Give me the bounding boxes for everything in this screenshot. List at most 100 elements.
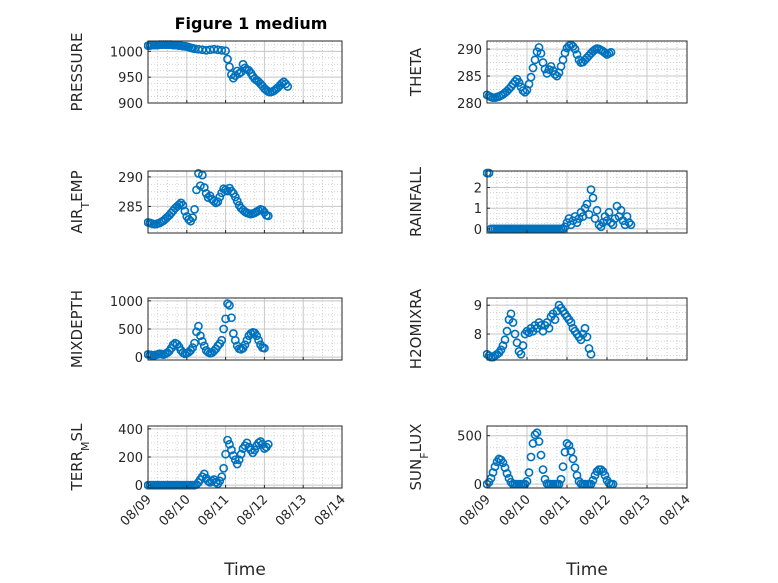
- data-point: [518, 86, 528, 95]
- y-tick-label: 285: [118, 200, 143, 215]
- y-tick-label: 500: [118, 323, 143, 338]
- axes-box: [486, 297, 688, 361]
- y-tick-label: 9: [474, 299, 482, 314]
- data-point: [526, 72, 536, 82]
- x-axis-label: Time: [223, 560, 266, 580]
- data-point: [209, 196, 219, 206]
- data-point: [188, 213, 198, 223]
- data-point: [490, 462, 500, 472]
- data-point: [496, 345, 506, 355]
- data-point: [588, 193, 598, 203]
- data-point: [508, 318, 518, 327]
- y-tick-label: 0: [135, 351, 143, 366]
- data-point: [180, 206, 190, 216]
- data-point: [568, 454, 578, 464]
- data-point: [600, 471, 610, 480]
- y-tick-label: 290: [118, 171, 143, 186]
- data-point: [560, 48, 570, 58]
- data-point: [542, 318, 552, 327]
- data-point: [606, 47, 616, 57]
- data-point: [590, 214, 600, 223]
- data-point: [227, 313, 236, 323]
- y-tick-label: 0: [474, 223, 482, 238]
- data-point: [232, 196, 242, 206]
- data-point: [520, 87, 530, 97]
- data-point: [199, 469, 209, 479]
- data-point: [283, 82, 293, 91]
- data-point: [526, 452, 536, 462]
- data-point: [195, 331, 205, 341]
- data-point: [263, 439, 273, 449]
- data-point: [586, 185, 596, 194]
- axes-box: [486, 170, 688, 234]
- data-point: [584, 344, 594, 353]
- y-tick-label: 500: [457, 430, 482, 445]
- data-point: [570, 44, 580, 54]
- data-point: [236, 449, 246, 459]
- data-point: [582, 332, 592, 342]
- data-point: [259, 343, 269, 353]
- y-axis-label: RAINFALL: [407, 166, 425, 237]
- axes-box: [147, 170, 343, 234]
- data-point: [596, 465, 606, 474]
- data-point: [624, 218, 634, 228]
- data-point: [250, 445, 260, 455]
- data-point: [566, 318, 576, 327]
- data-point: [190, 338, 199, 348]
- data-point: [263, 211, 273, 221]
- data-point: [219, 463, 229, 473]
- data-point: [194, 321, 203, 331]
- data-point: [550, 70, 560, 79]
- data-series: [483, 300, 596, 362]
- data-point: [556, 474, 566, 484]
- data-point: [211, 477, 221, 487]
- data-point: [566, 446, 576, 456]
- data-point: [242, 335, 252, 345]
- data-point: [219, 324, 229, 334]
- x-tick-label: 08/10: [157, 492, 194, 529]
- x-tick-label: 08/14: [312, 492, 349, 529]
- data-point: [522, 476, 532, 486]
- data-point: [524, 328, 534, 338]
- subplot-4: 0 1 2 RAINFALL: [407, 166, 688, 238]
- data-series: [144, 168, 273, 229]
- data-point: [227, 445, 236, 455]
- y-tick-label: 0: [135, 479, 143, 494]
- data-point: [532, 428, 542, 438]
- data-point: [558, 224, 568, 234]
- data-point: [240, 340, 250, 350]
- y-axis-label: PRESSURE: [68, 33, 86, 112]
- data-point: [500, 335, 510, 345]
- data-point: [582, 199, 592, 209]
- data-point: [518, 341, 528, 350]
- data-point: [227, 186, 236, 196]
- data-point: [484, 168, 494, 178]
- data-point: [215, 476, 225, 486]
- data-point: [560, 447, 570, 457]
- x-tick-label: 08/12: [234, 492, 271, 529]
- data-point: [532, 47, 542, 57]
- y-tick-label: 290: [457, 43, 482, 58]
- data-point: [215, 192, 225, 202]
- y-axis-label: H2OMIXRA: [407, 288, 425, 369]
- y-axis-label: AIRTEMP: [68, 170, 92, 233]
- data-point: [498, 458, 508, 468]
- data-point: [510, 77, 520, 86]
- data-point: [217, 472, 227, 482]
- data-point: [217, 335, 227, 345]
- data-point: [254, 335, 263, 345]
- data-point: [550, 315, 560, 325]
- data-point: [586, 349, 596, 359]
- y-axis-label: MIXDEPTH: [68, 290, 86, 368]
- subplot-1: 900 950 1000 PRESSURE: [68, 33, 343, 112]
- data-point: [530, 430, 540, 440]
- data-point: [534, 437, 544, 446]
- subplot-3: 285 290 AIRTEMP: [68, 168, 343, 234]
- data-point: [223, 435, 232, 445]
- data-point: [188, 343, 198, 352]
- data-point: [484, 351, 494, 361]
- figure-title: Figure 1 medium: [175, 14, 328, 33]
- x-tick-label: 08/12: [577, 492, 614, 529]
- data-point: [604, 207, 614, 217]
